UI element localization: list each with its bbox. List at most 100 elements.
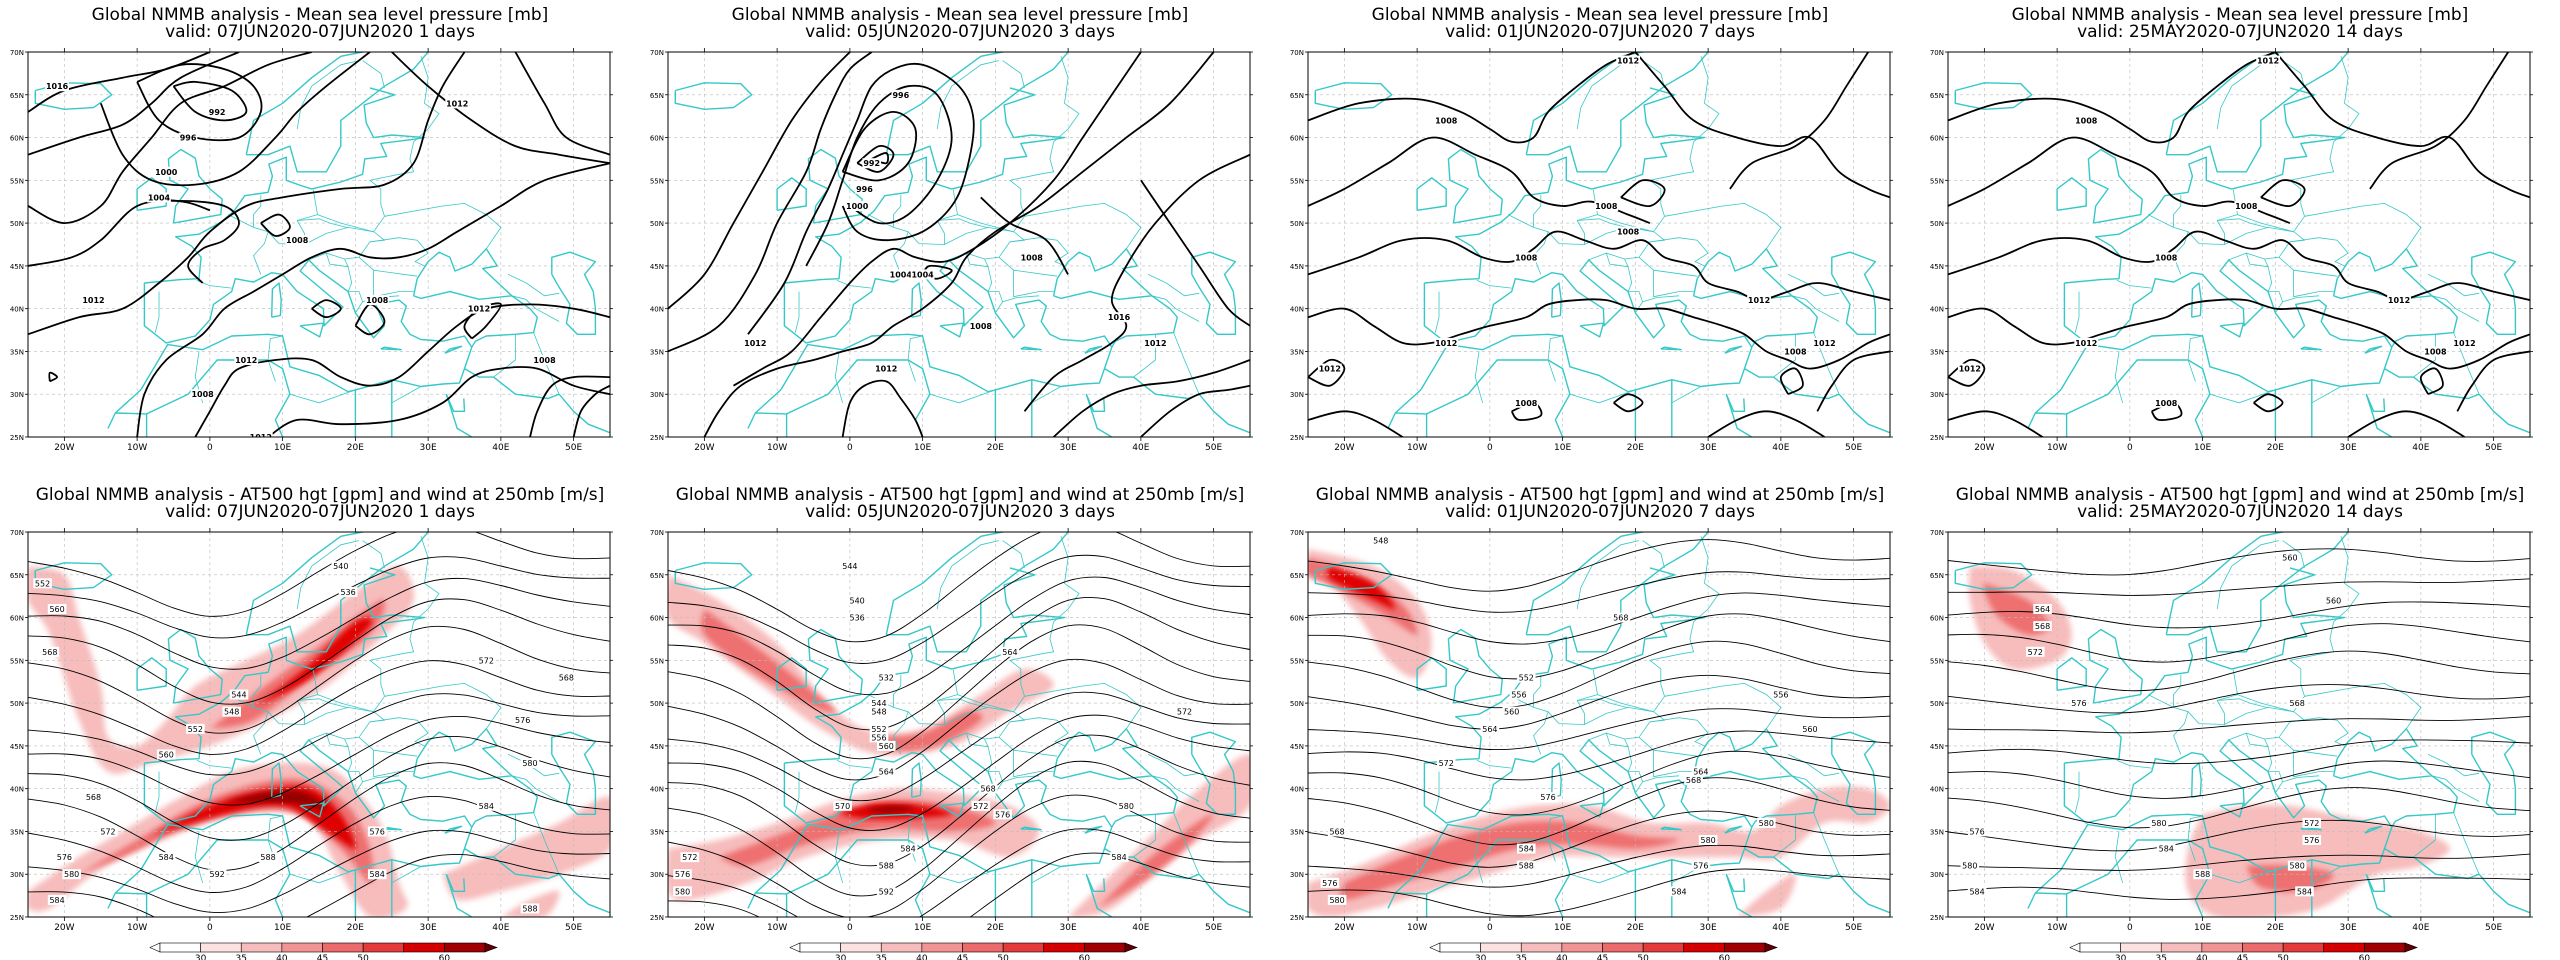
contour-label: 1008 [191, 390, 214, 399]
height-contour [1308, 592, 1890, 645]
country-border [362, 60, 385, 88]
contour-label: 584 [370, 870, 385, 879]
country-border [2293, 270, 2334, 298]
contour-label-bg [1516, 672, 1536, 683]
latitude-tick-label: 35N [1930, 348, 1944, 356]
longitude-tick-label: 20W [694, 443, 714, 453]
latitude-tick-label: 50N [10, 700, 24, 708]
contour-label-bg [2026, 646, 2045, 657]
latitude-tick-label: 25N [1930, 914, 1944, 922]
contour-label: 544 [871, 699, 886, 708]
contour-label-bg [1783, 346, 1808, 357]
contour-label: 568 [1613, 614, 1628, 623]
coastline [1660, 826, 1682, 831]
coastline [2219, 322, 2245, 338]
contour-label: 580 [675, 887, 690, 896]
contour-label-bg [1967, 826, 1987, 837]
contour-label: 1008 [1617, 228, 1640, 237]
contour-label-bg [1698, 835, 1718, 845]
longitude-tick-label: 20W [54, 443, 74, 453]
contour-label-bg [1000, 646, 1020, 657]
latitude-tick-label: 30N [1930, 391, 1944, 399]
country-border [2209, 869, 2276, 884]
contour-label: 560 [159, 750, 174, 759]
contour-label-bg [2069, 698, 2089, 709]
panel-title: Global NMMB analysis - AT500 hgt [gpm] a… [1955, 485, 2525, 505]
wind-shading-wind-light [441, 796, 610, 901]
panel-valid-period: valid: 07JUN2020-07JUN2020 1 days [165, 502, 475, 522]
country-border [289, 389, 356, 404]
coastline [1191, 731, 1237, 815]
contour-label: 572 [1177, 708, 1192, 717]
contour-label: 1008 [1435, 116, 1458, 125]
country-border [317, 141, 415, 233]
height-contour [1948, 715, 2530, 734]
panel-valid-period: valid: 01JUN2020-07JUN2020 7 days [1445, 502, 1755, 522]
colorbar-swatch [2242, 942, 2284, 953]
country-border [1434, 291, 1440, 333]
country-border [1813, 812, 1840, 875]
latitude-tick-label: 60N [1930, 135, 1944, 143]
country-border [1476, 280, 1512, 289]
country-border [1642, 540, 1665, 568]
contour-label-bg [1327, 894, 1347, 905]
contour-label-bg [2156, 843, 2176, 854]
longitude-tick-label: 10W [2047, 923, 2067, 933]
latitude-tick-label: 60N [1930, 615, 1944, 623]
contour-label: 580 [522, 759, 537, 768]
country-border [2116, 280, 2152, 289]
contour-label-bg [2287, 860, 2307, 871]
colorbar-label: 30 [1475, 954, 1487, 960]
wind-shading-wind-light [28, 566, 415, 774]
country-border [1642, 295, 1680, 303]
contour-label: 576 [1322, 879, 1337, 888]
coastline [2035, 892, 2068, 917]
contour-label-bg [2324, 595, 2343, 606]
country-border [1693, 56, 1720, 143]
contour-label: 584 [2297, 887, 2312, 896]
latitude-tick-label: 70N [650, 49, 664, 57]
country-border [1173, 332, 1200, 395]
latitude-tick-label: 40N [1930, 786, 1944, 794]
contour-label: 1008 [1021, 253, 1044, 262]
coastline [807, 628, 863, 704]
coastline [299, 322, 325, 338]
isobar [514, 52, 610, 156]
isobar [529, 375, 610, 437]
contour-label: 568 [980, 785, 995, 794]
coastline [144, 87, 426, 284]
contour-label: 1012 [235, 356, 257, 365]
contour-label: 556 [1773, 691, 1788, 700]
isobar [48, 371, 58, 383]
contour-label: 1012 [2453, 339, 2475, 348]
isobar [267, 366, 610, 437]
panel-valid-period: valid: 25MAY2020-07JUN2020 14 days [2077, 22, 2403, 42]
contour-label-bg [1436, 758, 1456, 768]
isobar [1948, 52, 2276, 144]
contour-label-bg [2149, 817, 2169, 828]
panel-valid-period: valid: 05JUN2020-07JUN2020 3 days [805, 502, 1115, 522]
coastline [885, 532, 1069, 653]
country-border [1653, 750, 1694, 778]
country-border [2293, 750, 2334, 778]
coastline [144, 567, 426, 764]
country-border [1002, 295, 1040, 303]
isobar [733, 52, 1142, 387]
longitude-tick-label: 10E [1554, 923, 1571, 933]
longitude-tick-label: 40E [1132, 923, 1149, 933]
coastline [1744, 367, 1840, 400]
map-canvas: 552 560 568 540 536 544 548 552 560 572 568 576 580 5… [10, 528, 613, 960]
isobar [136, 162, 610, 437]
latitude-tick-label: 40N [650, 306, 664, 314]
contour-label: 576 [57, 853, 72, 862]
coastline [2087, 628, 2143, 704]
map-frame [1307, 51, 1891, 438]
wind-shading-wind-mid [206, 599, 386, 730]
colorbar-swatch [2364, 942, 2406, 953]
contour-label-bg [1960, 860, 1980, 871]
contour-label: 1012 [82, 296, 104, 305]
height-contour [1948, 877, 2530, 900]
colorbar-label: 30 [195, 954, 207, 960]
country-border [2147, 694, 2189, 755]
map-frame [27, 51, 611, 438]
